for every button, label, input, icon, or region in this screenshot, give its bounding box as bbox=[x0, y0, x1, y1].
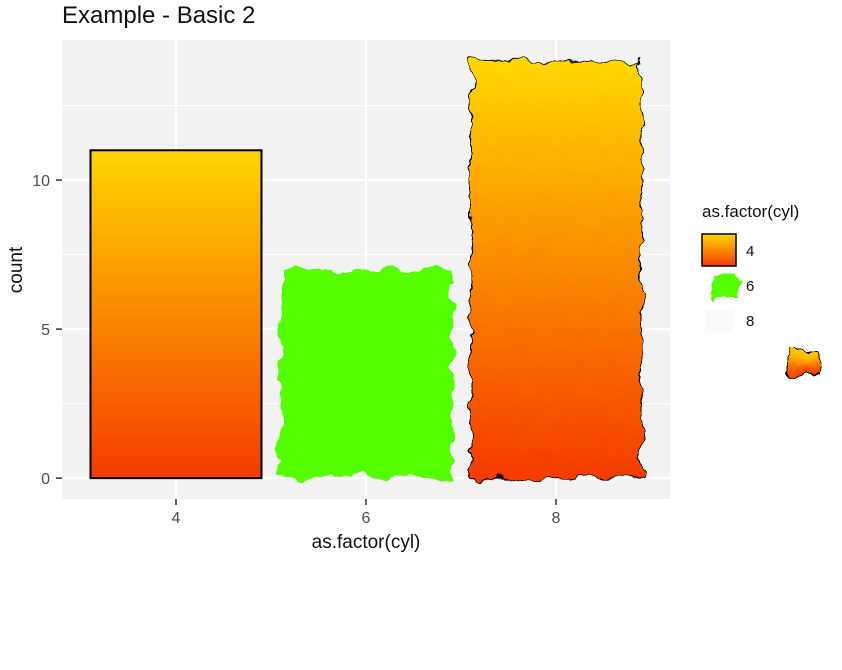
bar-4 bbox=[89, 149, 263, 480]
y-axis-title: count bbox=[6, 246, 27, 293]
x-tick-label: 4 bbox=[172, 510, 181, 527]
legend-title: as.factor(cyl) bbox=[702, 202, 799, 221]
y-tick-label: 5 bbox=[41, 322, 50, 339]
legend-key-8 bbox=[705, 310, 733, 332]
legend-key-6 bbox=[712, 276, 740, 300]
legend-label-4: 4 bbox=[746, 243, 754, 260]
paint-fragment bbox=[785, 349, 819, 377]
y-tick-label: 0 bbox=[41, 471, 50, 488]
bars bbox=[89, 60, 642, 480]
bar-8 bbox=[470, 60, 642, 479]
legend: as.factor(cyl) 4 6 8 bbox=[690, 194, 836, 348]
axes: 0 5 10 4 6 8 bbox=[32, 173, 560, 527]
chart-title: Example - Basic 2 bbox=[62, 2, 256, 29]
x-tick-label: 8 bbox=[552, 510, 561, 527]
legend-key-4 bbox=[701, 233, 737, 267]
x-tick-label: 6 bbox=[362, 510, 371, 527]
bar-6 bbox=[280, 269, 452, 479]
x-axis-title: as.factor(cyl) bbox=[312, 532, 421, 553]
legend-label-8: 8 bbox=[746, 313, 754, 330]
y-tick-label: 10 bbox=[32, 173, 50, 190]
legend-label-6: 6 bbox=[746, 278, 754, 295]
